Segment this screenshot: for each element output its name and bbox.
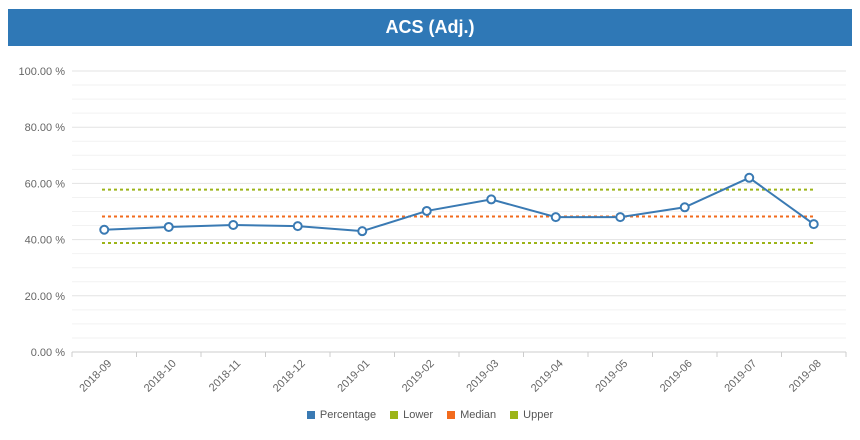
legend-label: Upper <box>523 409 554 421</box>
x-tick-label: 2018-10 <box>142 358 179 395</box>
series-lines <box>102 176 816 244</box>
y-tick-label: 80.00 % <box>25 122 66 134</box>
y-tick-label: 100.00 % <box>19 66 66 78</box>
x-tick-label: 2019-08 <box>787 358 824 395</box>
legend-label: Median <box>460 409 497 421</box>
legend-label: Percentage <box>319 409 377 421</box>
y-tick-label: 60.00 % <box>25 178 66 190</box>
data-point <box>99 224 110 235</box>
x-axis: 2018-09 2018-10 2018-11 2018-12 2019-01 2019-… <box>71 351 847 395</box>
data-point <box>679 202 690 213</box>
legend-swatch <box>390 411 399 419</box>
data-point <box>292 221 303 232</box>
x-tick-label: 2019-07 <box>722 358 759 395</box>
legend-item-lower[interactable]: Lower <box>390 409 433 421</box>
x-tick-label: 2019-04 <box>529 358 566 395</box>
x-tick-label: 2018-09 <box>77 358 114 395</box>
data-point <box>808 219 819 230</box>
data-point <box>357 226 368 237</box>
x-tick-label: 2019-06 <box>658 358 695 395</box>
y-axis: 0.00 % 20.00 % 40.00 % 60.00 % 80.00 % 100.00… <box>19 66 66 359</box>
legend-item-median[interactable]: Median <box>447 409 496 421</box>
chart-title-bar: ACS (Adj.) <box>8 9 852 46</box>
series-line-percentage <box>104 176 815 233</box>
y-tick-label: 0.00 % <box>31 347 65 359</box>
y-tick-label: 40.00 % <box>25 235 66 247</box>
x-tick-label: 2019-02 <box>400 358 437 395</box>
legend-swatch <box>510 411 519 419</box>
data-point <box>744 172 755 183</box>
legend-item-upper[interactable]: Upper <box>510 409 553 421</box>
legend-swatch <box>447 411 456 419</box>
series-markers <box>99 172 819 237</box>
data-point <box>550 212 561 223</box>
data-point <box>421 205 432 216</box>
legend-label: Lower <box>403 409 434 421</box>
x-tick-label: 2019-05 <box>593 358 630 395</box>
legend-item-percentage[interactable]: Percentage <box>306 409 377 421</box>
x-tick-label: 2019-03 <box>464 358 501 395</box>
data-point <box>163 221 174 232</box>
chart-legend: Percentage Lower Median Upper <box>0 405 860 425</box>
legend-swatch <box>306 411 315 419</box>
data-point <box>486 194 497 205</box>
data-point <box>228 219 239 230</box>
grid-lines <box>72 70 846 353</box>
x-tick-label: 2018-12 <box>271 358 308 395</box>
y-tick-label: 20.00 % <box>25 291 66 303</box>
data-point <box>615 212 626 223</box>
x-tick-label: 2018-11 <box>207 358 243 394</box>
x-tick-label: 2019-01 <box>335 358 372 395</box>
chart-title: ACS (Adj.) <box>385 17 475 37</box>
